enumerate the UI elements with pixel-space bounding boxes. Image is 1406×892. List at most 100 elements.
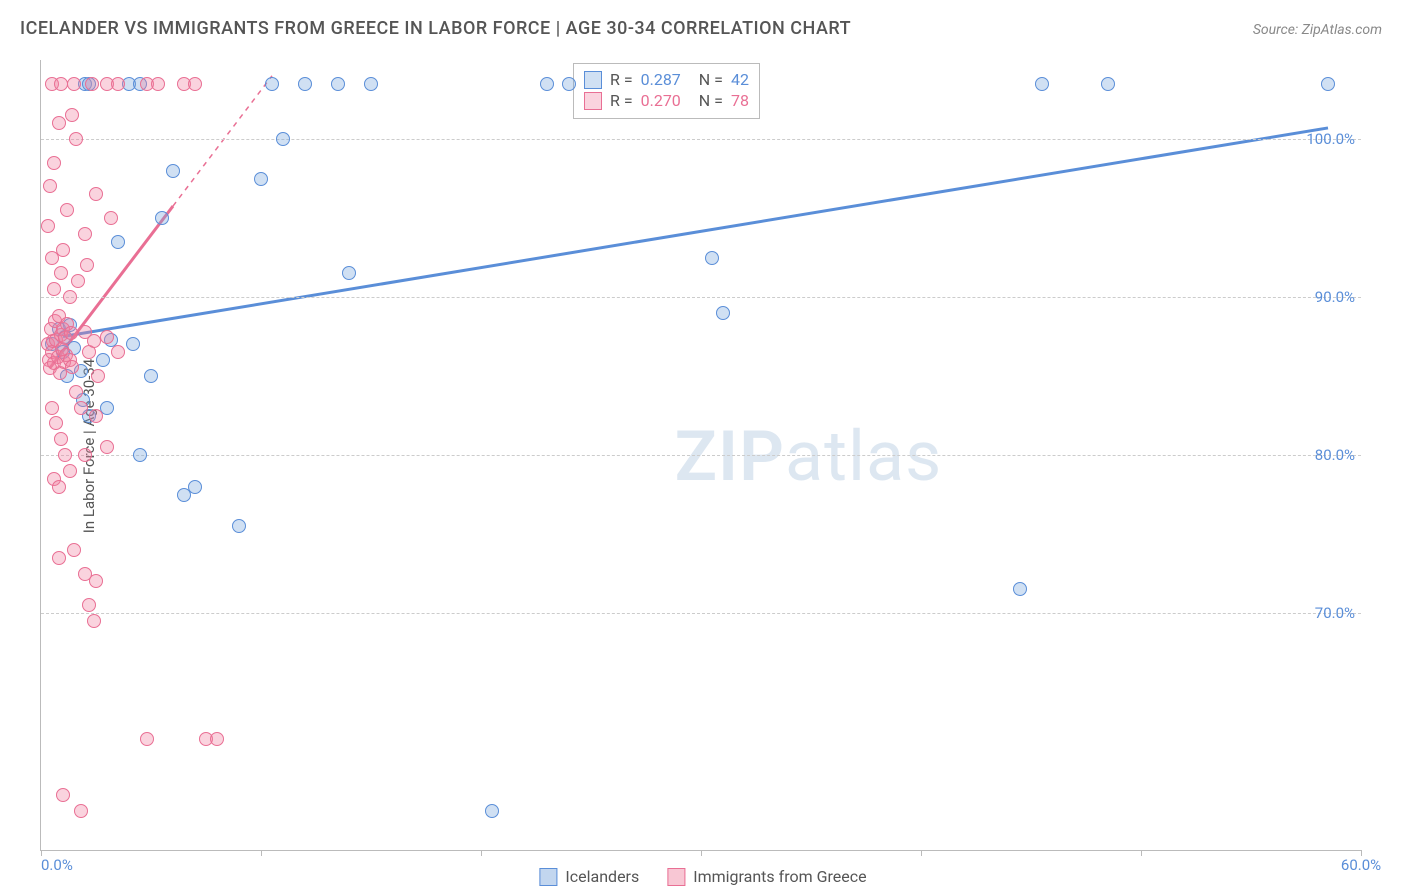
scatter-point — [47, 282, 61, 296]
scatter-point — [188, 480, 202, 494]
scatter-point — [54, 432, 68, 446]
scatter-point — [265, 77, 279, 91]
scatter-point — [87, 614, 101, 628]
scatter-point — [41, 219, 55, 233]
correlation-stats-box: R =0.287N =42R =0.270N =78 — [573, 63, 760, 119]
scatter-point — [69, 385, 83, 399]
scatter-point — [43, 179, 57, 193]
scatter-point — [63, 464, 77, 478]
scatter-point — [47, 156, 61, 170]
scatter-point — [63, 290, 77, 304]
scatter-point — [111, 235, 125, 249]
legend-swatch — [539, 868, 557, 886]
scatter-point — [49, 416, 63, 430]
scatter-point — [276, 132, 290, 146]
scatter-point — [364, 77, 378, 91]
stat-n-label: N = — [699, 70, 723, 89]
scatter-point — [166, 164, 180, 178]
scatter-point — [151, 77, 165, 91]
scatter-point — [54, 266, 68, 280]
scatter-point — [45, 401, 59, 415]
scatter-point — [126, 337, 140, 351]
scatter-point — [104, 211, 118, 225]
scatter-point — [64, 326, 78, 340]
x-tick — [261, 850, 262, 856]
scatter-point — [89, 187, 103, 201]
x-tick-label: 60.0% — [1341, 856, 1381, 874]
legend-swatch — [667, 868, 685, 886]
chart-area: ZIPatlas R =0.287N =42R =0.270N =78 70.0… — [40, 60, 1361, 851]
scatter-point — [1035, 77, 1049, 91]
gridline-h — [41, 455, 1361, 456]
scatter-point — [78, 227, 92, 241]
y-tick-label: 80.0% — [1315, 446, 1355, 464]
scatter-point — [298, 77, 312, 91]
bottom-legend: Icelanders Immigrants from Greece — [539, 867, 866, 886]
scatter-point — [58, 448, 72, 462]
x-tick — [1141, 850, 1142, 856]
gridline-h — [41, 613, 1361, 614]
stats-row: R =0.270N =78 — [584, 91, 749, 110]
stat-r-label: R = — [610, 91, 633, 110]
scatter-point — [60, 203, 74, 217]
scatter-point — [716, 306, 730, 320]
legend-label: Immigrants from Greece — [693, 867, 866, 886]
scatter-point — [78, 448, 92, 462]
scatter-point — [133, 448, 147, 462]
scatter-point — [188, 77, 202, 91]
stat-n-label: N = — [699, 91, 723, 110]
scatter-point — [65, 360, 79, 374]
scatter-point — [210, 732, 224, 746]
legend-label: Icelanders — [565, 867, 639, 886]
scatter-point — [69, 132, 83, 146]
gridline-h — [41, 139, 1361, 140]
scatter-point — [96, 353, 110, 367]
scatter-point — [71, 274, 85, 288]
stat-r-value: 0.270 — [641, 91, 681, 110]
scatter-point — [111, 345, 125, 359]
scatter-point — [254, 172, 268, 186]
scatter-point — [89, 574, 103, 588]
stat-n-value: 42 — [731, 70, 749, 89]
scatter-point — [89, 409, 103, 423]
gridline-h — [41, 297, 1361, 298]
scatter-point — [342, 266, 356, 280]
scatter-point — [100, 330, 114, 344]
trend-line-dashed — [173, 76, 272, 206]
scatter-point — [74, 401, 88, 415]
legend-swatch — [584, 92, 602, 110]
scatter-point — [52, 480, 66, 494]
legend-item: Immigrants from Greece — [667, 867, 866, 886]
scatter-point — [705, 251, 719, 265]
scatter-point — [87, 334, 101, 348]
scatter-point — [91, 369, 105, 383]
y-tick-label: 90.0% — [1315, 288, 1355, 306]
scatter-point — [140, 732, 154, 746]
scatter-point — [80, 258, 94, 272]
scatter-point — [45, 251, 59, 265]
scatter-point — [67, 543, 81, 557]
x-tick — [921, 850, 922, 856]
stat-r-label: R = — [610, 70, 633, 89]
legend-item: Icelanders — [539, 867, 639, 886]
stats-row: R = 0.287 N = 42 — [584, 70, 749, 89]
chart-title: ICELANDER VS IMMIGRANTS FROM GREECE IN L… — [20, 18, 851, 39]
scatter-point — [52, 551, 66, 565]
scatter-point — [155, 211, 169, 225]
scatter-point — [331, 77, 345, 91]
legend-swatch — [584, 71, 602, 89]
y-tick-label: 70.0% — [1315, 604, 1355, 622]
scatter-point — [485, 804, 499, 818]
source-label: Source: ZipAtlas.com — [1253, 22, 1382, 38]
scatter-point — [82, 598, 96, 612]
x-tick — [701, 850, 702, 856]
scatter-point — [1013, 582, 1027, 596]
scatter-point — [67, 77, 81, 91]
scatter-point — [562, 77, 576, 91]
scatter-point — [144, 369, 158, 383]
stat-r-value: 0.287 — [641, 70, 681, 89]
x-tick-label: 0.0% — [41, 856, 73, 874]
scatter-point — [74, 804, 88, 818]
scatter-point — [100, 440, 114, 454]
scatter-point — [56, 788, 70, 802]
